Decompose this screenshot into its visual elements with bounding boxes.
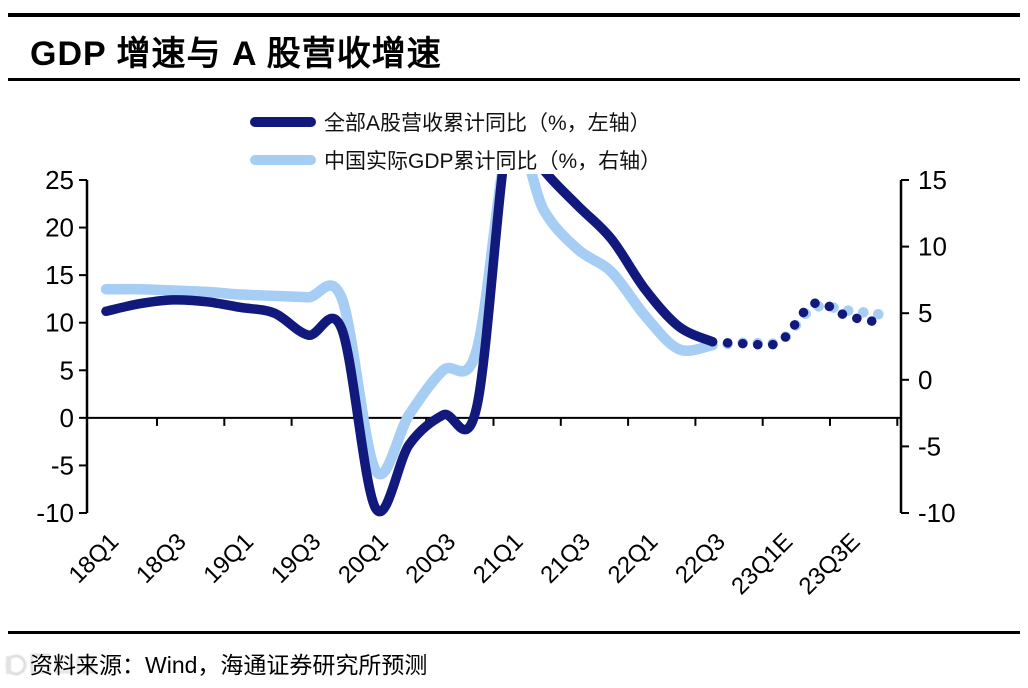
- x-axis-label: 22Q1: [603, 528, 664, 589]
- x-axis-label: 21Q1: [468, 528, 529, 589]
- x-axis-label: 18Q1: [64, 528, 125, 589]
- left-axis-tick-label: -10: [36, 498, 74, 528]
- footer-divider: [8, 631, 1020, 634]
- gdp-series-line-solid: [100, 174, 718, 480]
- right-axis-tick-label: 15: [918, 165, 947, 195]
- page-title: GDP 增速与 A 股营收增速: [30, 35, 442, 73]
- left-axis-tick-label: 25: [45, 165, 74, 195]
- x-axis-label: 19Q3: [266, 528, 327, 589]
- right-axis-tick-label: 5: [918, 298, 932, 328]
- chart-legend: 全部A股营收累计同比（%，左轴） 中国实际GDP累计同比（%，右轴）: [250, 103, 661, 179]
- legend-label-gdp: 中国实际GDP累计同比（%，右轴）: [324, 150, 662, 173]
- x-axis-label: 21Q3: [535, 528, 596, 589]
- right-axis-tick-label: -5: [918, 431, 941, 461]
- left-axis-tick-label: 10: [45, 308, 74, 338]
- x-axis-label: 23Q3E: [794, 528, 866, 600]
- left-axis-tick-label: 15: [45, 260, 74, 290]
- x-axis-label: 22Q3: [670, 528, 731, 589]
- right-axis-tick-label: 0: [918, 365, 932, 395]
- source-note: 资料来源：Wind，海通证券研究所预测: [30, 652, 428, 678]
- left-axis-tick-label: 5: [60, 355, 74, 385]
- x-axis-label: 19Q1: [198, 528, 259, 589]
- series-curves: [100, 174, 887, 517]
- left-axis-tick-label: 20: [45, 213, 74, 243]
- right-axis-tick-label: -10: [918, 498, 956, 528]
- x-axis-label: 23Q1E: [726, 528, 798, 600]
- revenue-series-line-solid: [101, 174, 718, 517]
- legend-item-revenue: 全部A股营收累计同比（%，左轴）: [250, 103, 661, 141]
- x-axis-label: 20Q3: [401, 528, 462, 589]
- x-axis-label: 18Q3: [131, 528, 192, 589]
- x-axis-label: 20Q1: [333, 528, 394, 589]
- left-axis-tick-label: 0: [60, 403, 74, 433]
- gdp-series-swatch: [250, 155, 316, 165]
- top-rule: [8, 13, 1020, 17]
- title-divider: [8, 78, 1020, 81]
- right-axis-tick-label: 10: [918, 232, 947, 262]
- legend-label-revenue: 全部A股营收累计同比（%，左轴）: [324, 112, 651, 135]
- left-axis-tick-label: -5: [51, 450, 74, 480]
- legend-item-gdp: 中国实际GDP累计同比（%，右轴）: [250, 141, 661, 179]
- revenue-series-swatch: [250, 117, 316, 127]
- revenue-series-line-forecast-dotted: [707, 298, 886, 351]
